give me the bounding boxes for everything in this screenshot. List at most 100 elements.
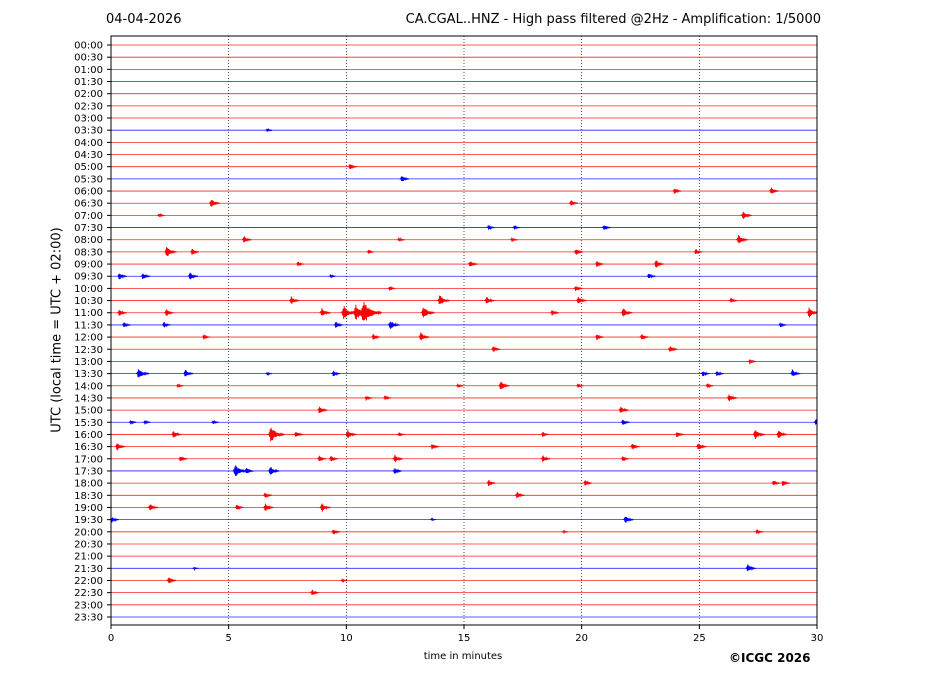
- y-tick-label-0030: 00:30: [74, 53, 103, 64]
- y-tick-label-0400: 04:00: [74, 138, 103, 149]
- y-tick-label-1430: 14:30: [74, 393, 103, 404]
- y-tick-label-1030: 10:30: [74, 296, 103, 307]
- event-1200-57: [639, 334, 649, 340]
- event-1730-103: [244, 467, 254, 474]
- event-1030-33: [288, 296, 300, 304]
- y-tick-label-0530: 05:30: [74, 174, 103, 185]
- y-tick-label-1830: 18:30: [74, 491, 103, 502]
- event-1730-105: [392, 468, 403, 474]
- y-tick-label-1500: 15:00: [74, 406, 103, 417]
- event-0930-29: [328, 273, 336, 279]
- event-0830-20: [573, 249, 584, 255]
- event-1100-39: [164, 309, 174, 316]
- event-1130-48: [121, 322, 131, 328]
- event-0930-28: [187, 272, 199, 280]
- event-0830-19: [366, 249, 375, 254]
- y-tick-label-1630: 16:30: [74, 442, 103, 453]
- event-1200-56: [594, 334, 604, 340]
- event-1530-79: [142, 419, 151, 425]
- y-tick-label-1330: 13:30: [74, 369, 103, 380]
- y-tick-label-2000: 20:00: [74, 527, 103, 538]
- event-2200-126: [340, 578, 348, 583]
- event-0700-8: [740, 211, 752, 220]
- event-0730-11: [512, 225, 521, 230]
- y-tick-label-1800: 18:00: [74, 479, 103, 490]
- y-tick-label-1730: 17:30: [74, 466, 103, 477]
- event-1630-92: [114, 443, 126, 451]
- event-1130-50: [333, 321, 344, 328]
- event-0830-21: [693, 249, 703, 255]
- y-tick-label-0000: 00:00: [74, 41, 103, 52]
- y-tick-label-1700: 17:00: [74, 454, 103, 465]
- event-1130-51: [387, 321, 400, 329]
- event-1400-72: [705, 383, 714, 389]
- event-1700-98: [328, 455, 339, 462]
- event-0930-30: [646, 273, 656, 279]
- y-tick-label-1930: 19:30: [74, 515, 103, 526]
- event-1230-59: [667, 346, 678, 352]
- event-1000-31: [387, 285, 396, 291]
- event-0800-13: [241, 236, 252, 243]
- event-1930-119: [623, 516, 634, 524]
- event-1430-73: [364, 395, 373, 401]
- event-1700-96: [178, 456, 188, 462]
- event-1330-62: [183, 369, 194, 377]
- event-0800-14: [397, 236, 405, 242]
- event-0530-2: [399, 176, 410, 182]
- event-0900-22: [295, 261, 305, 267]
- event-0600-4: [768, 187, 779, 194]
- y-tick-label-2200: 22:00: [74, 576, 103, 587]
- event-1330-66: [714, 371, 724, 376]
- y-tick-label-1300: 13:00: [74, 357, 103, 368]
- event-0700-7: [157, 212, 165, 218]
- y-tick-label-1200: 12:00: [74, 333, 103, 344]
- y-tick-label-0800: 08:00: [74, 235, 103, 246]
- x-tick-label-5: 5: [225, 633, 231, 644]
- event-1700-100: [540, 455, 551, 462]
- y-tick-label-0130: 01:30: [74, 77, 103, 88]
- event-1330-65: [700, 371, 710, 377]
- event-1100-44: [420, 307, 435, 318]
- y-tick-label-0830: 08:30: [74, 247, 103, 258]
- event-1830-110: [263, 492, 273, 498]
- event-1700-97: [317, 455, 327, 462]
- y-tick-label-0300: 03:00: [74, 114, 103, 125]
- event-2230-127: [310, 589, 320, 595]
- event-1500-76: [317, 406, 328, 414]
- y-tick-label-2130: 21:30: [74, 564, 103, 575]
- event-0600-3: [672, 188, 682, 194]
- event-1230-58: [491, 346, 501, 352]
- event-0630-5: [208, 200, 221, 207]
- event-1200-55: [418, 332, 430, 341]
- event-1400-68: [175, 383, 184, 388]
- event-1530-78: [128, 419, 137, 425]
- event-1930-118: [430, 517, 437, 522]
- event-1600-86: [345, 429, 357, 439]
- event-2200-125: [166, 577, 177, 584]
- event-0800-16: [736, 234, 749, 244]
- vertical-gridlines: [228, 36, 700, 625]
- event-2130-123: [192, 566, 199, 572]
- event-1330-64: [331, 370, 341, 377]
- event-1900-112: [147, 504, 159, 511]
- y-tick-label-0430: 04:30: [74, 150, 103, 161]
- y-tick-label-1000: 10:00: [74, 284, 103, 295]
- event-1630-94: [630, 443, 640, 450]
- chart-title: CA.CGAL..HNZ - High pass filtered @2Hz -…: [405, 12, 821, 27]
- y-tick-label-1600: 16:00: [74, 430, 103, 441]
- event-1430-75: [726, 394, 738, 402]
- event-0900-25: [653, 260, 665, 268]
- x-tick-label-20: 20: [575, 633, 588, 644]
- event-1100-47: [806, 307, 818, 318]
- event-1900-115: [319, 503, 331, 512]
- event-1030-34: [437, 295, 450, 304]
- trace-rows: [111, 44, 817, 618]
- event-1930-117: [110, 517, 120, 523]
- event-0900-23: [467, 261, 478, 267]
- event-1100-46: [620, 308, 633, 317]
- y-tick-label-0500: 05:00: [74, 162, 103, 173]
- event-1030-37: [728, 297, 738, 303]
- event-1530-82: [813, 419, 818, 425]
- event-1730-104: [267, 467, 280, 475]
